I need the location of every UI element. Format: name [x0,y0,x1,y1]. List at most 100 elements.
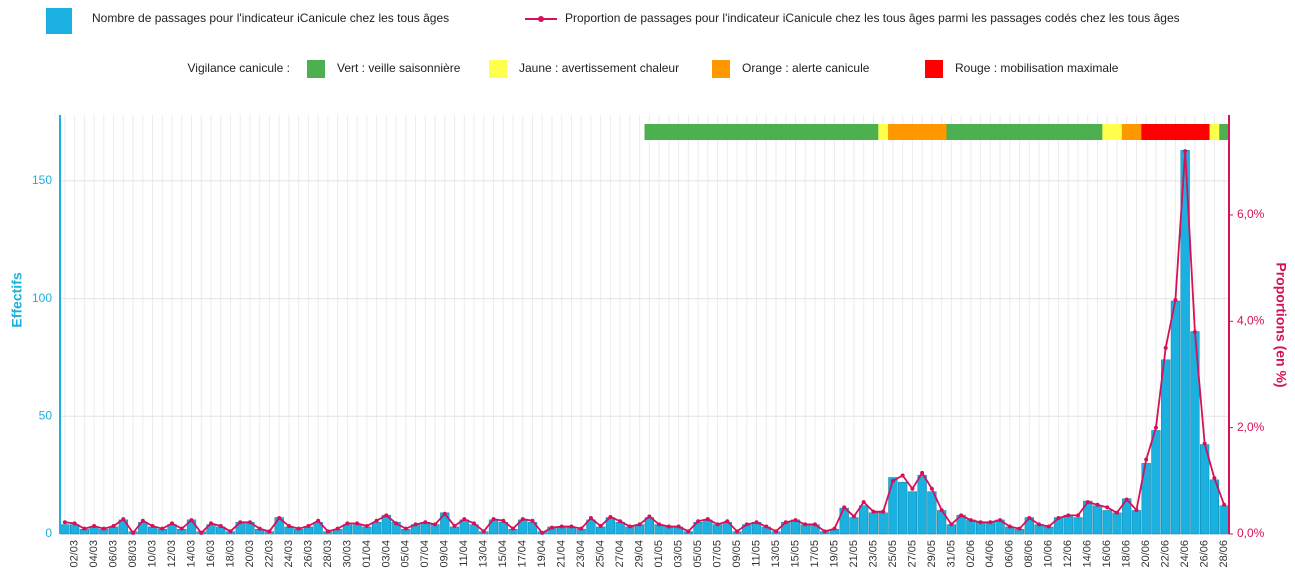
x-tick-label: 22/06 [1160,540,1172,568]
line-point [822,529,827,534]
vigilance-cell [975,124,986,140]
line-point [647,514,652,519]
bar [1131,510,1142,535]
line-point [501,518,506,523]
bar [1073,517,1083,535]
line-point [433,522,438,527]
x-tick-label: 13/05 [770,540,782,568]
x-tick-label: 20/03 [244,540,256,568]
line-point [413,522,418,527]
line-point [72,521,77,526]
legend-dot [538,16,544,22]
x-tick-label: 25/04 [595,540,607,568]
vigilance-cell [829,124,840,140]
vigilance-cell [732,124,743,140]
y-tick-label: 150 [32,173,52,187]
line-point [637,522,642,527]
x-tick-label: 15/05 [789,540,801,568]
bar [1151,430,1161,535]
line-point [627,524,632,529]
vigilance-cell [956,124,967,140]
x-tick-label: 10/03 [146,540,158,568]
bar [60,524,70,535]
line-point [666,524,671,529]
bar [1092,505,1103,535]
bar [868,512,879,535]
x-tick-label: 08/06 [1023,540,1035,568]
line-point [403,526,408,531]
x-tick-label: 21/04 [556,540,568,568]
line-point [579,526,584,531]
vigilance-cell [917,124,928,140]
x-tick-label: 03/05 [673,540,685,568]
x-tick-label: 11/04 [458,540,470,567]
vigilance-cell [1160,124,1171,140]
bar [1102,510,1112,535]
x-tick-label: 23/05 [867,540,879,568]
line-point [325,529,330,534]
x-tick-label: 05/04 [400,540,412,568]
x-tick-label: 01/05 [653,540,665,568]
line-point [803,522,808,527]
vigilance-cell [800,124,811,140]
line-point [920,470,925,475]
x-tick-label: 16/03 [205,540,217,568]
line-point [1095,502,1100,507]
line-point [491,517,496,522]
line-point [744,522,749,527]
vigilance-swatch [489,60,507,78]
vigilance-cell [995,124,1006,140]
vigilance-cell [1073,124,1084,140]
line-point [1222,502,1227,507]
vigilance-cell [839,124,850,140]
vigilance-label: Orange : alerte canicule [742,61,870,75]
vigilance-cell [1209,124,1220,140]
line-point [355,521,360,526]
x-tick-label: 26/06 [1199,540,1211,568]
x-tick-label: 07/04 [419,540,431,568]
line-point [170,521,175,526]
line-point [140,518,145,523]
x-tick-label: 18/06 [1121,540,1133,568]
line-point [900,473,905,478]
line-point [608,514,613,519]
line-point [247,520,252,525]
line-point [384,513,389,518]
line-point [871,509,876,514]
line [64,151,1225,535]
x-tick-label: 29/05 [926,540,938,568]
x-tick-label: 11/05 [750,540,762,567]
legend-swatch [46,8,72,34]
vigilance-cell [761,124,772,140]
x-tick-label: 20/06 [1140,540,1152,568]
bar [917,474,927,535]
bar [898,481,908,535]
line-point [1046,524,1051,529]
vigilance-swatch [925,60,943,78]
x-tick-label: 18/03 [224,540,236,568]
line-point [296,526,301,531]
line-point [1027,516,1032,521]
bar [849,517,859,535]
vigilance-cell [1102,124,1113,140]
line-point [705,517,710,522]
bar [859,505,869,535]
bar [927,491,937,535]
y2-axis-label: Proportions (en %) [1273,262,1289,387]
line-point [472,521,477,526]
vigilance-cell [1053,124,1064,140]
vigilance-cell [771,124,782,140]
x-tick-label: 22/03 [263,540,275,568]
line-point [364,524,369,529]
vigilance-cell [712,124,723,140]
y-axis-label: Effectifs [9,272,25,327]
vigilance-cell [1014,124,1025,140]
line-point [735,529,740,534]
line-point [1124,497,1129,502]
x-tick-label: 28/03 [322,540,334,568]
x-tick-label: 28/06 [1218,540,1230,568]
line-point [1202,441,1207,446]
vigilance-cell [644,124,655,140]
x-tick-label: 08/03 [127,540,139,568]
